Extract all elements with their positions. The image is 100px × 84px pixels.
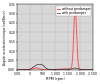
Line: without predamper: without predamper	[17, 7, 93, 70]
with predamper	[17, 69, 18, 70]
with predamper	[40, 64, 41, 65]
with predamper	[32, 68, 33, 69]
without predamper	[88, 69, 89, 70]
without predamper	[92, 69, 93, 70]
with predamper	[54, 69, 55, 70]
with predamper	[20, 69, 21, 70]
without predamper	[17, 69, 18, 70]
without predamper	[17, 69, 18, 70]
with predamper	[17, 69, 18, 70]
with predamper	[21, 69, 22, 70]
without predamper	[21, 69, 22, 70]
Line: with predamper: with predamper	[17, 64, 93, 70]
Legend: without predamper, with predamper: without predamper, with predamper	[56, 6, 91, 16]
without predamper	[75, 7, 76, 8]
with predamper	[88, 69, 89, 70]
X-axis label: RPM (rpm): RPM (rpm)	[46, 77, 64, 81]
without predamper	[54, 69, 55, 70]
without predamper	[20, 69, 21, 70]
Y-axis label: Angular acceleration/torque (rad/Nm s²): Angular acceleration/torque (rad/Nm s²)	[3, 9, 7, 65]
with predamper	[92, 69, 93, 70]
without predamper	[32, 68, 33, 69]
